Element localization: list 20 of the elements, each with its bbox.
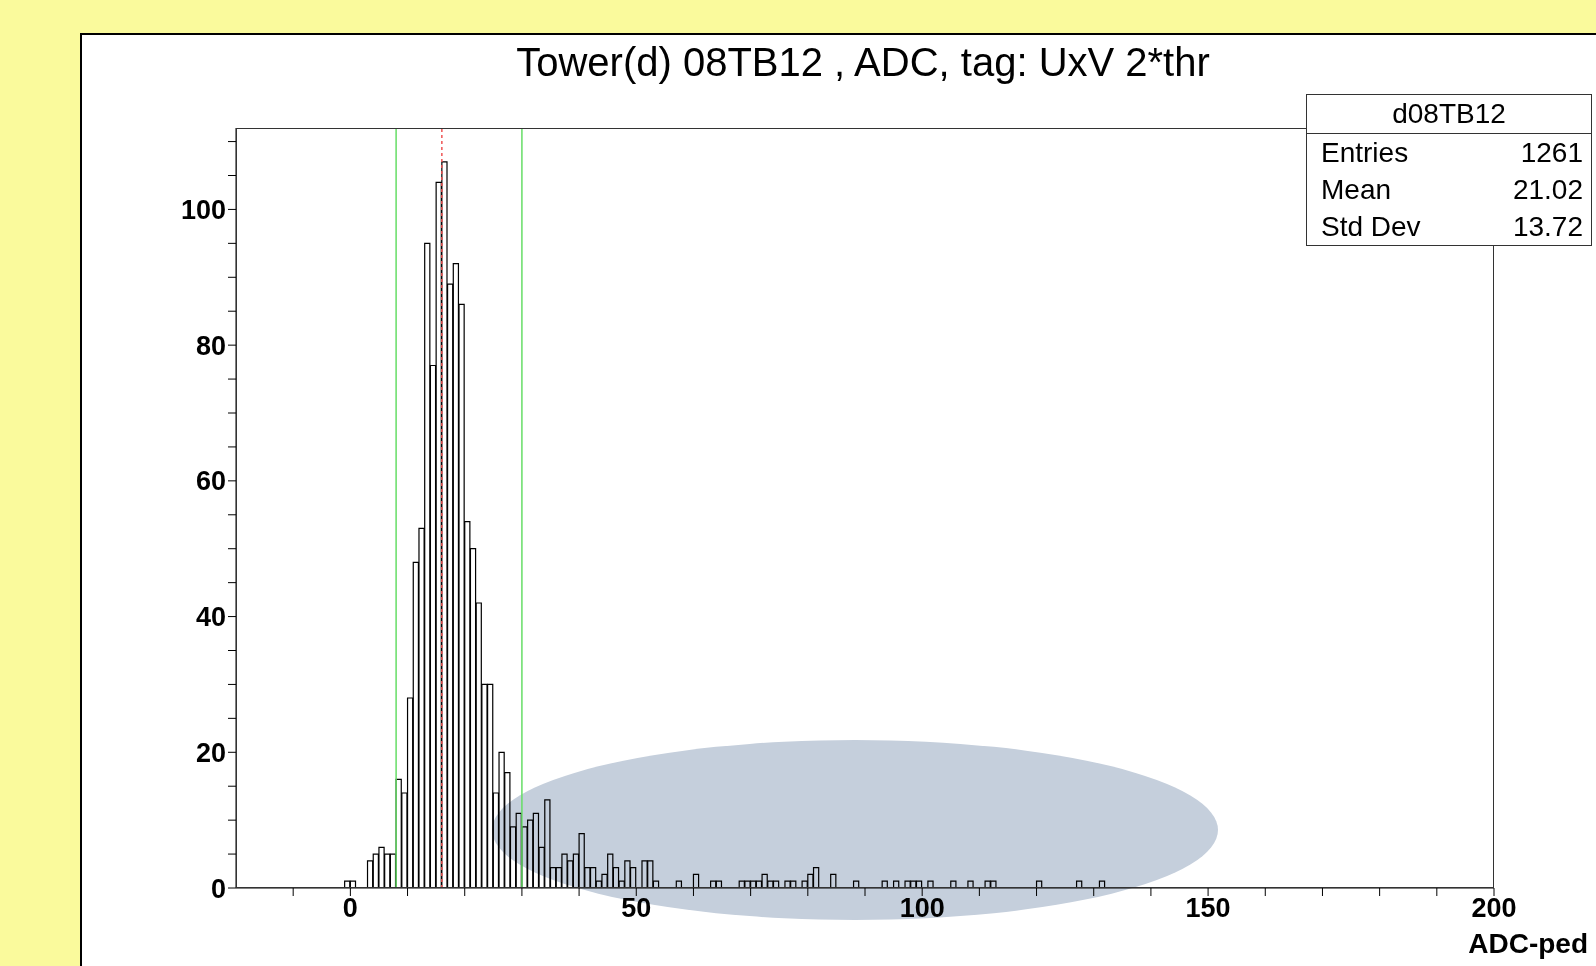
text: 21.02 xyxy=(1512,174,1583,205)
y-tick-label: 0 xyxy=(210,873,226,904)
x-tick-label: 150 xyxy=(1185,893,1231,924)
annotation: d08TB12 xyxy=(1307,95,1591,134)
annotation: Mean xyxy=(1321,173,1392,207)
annotation: Entries xyxy=(1321,136,1409,170)
chart-title: Tower(d) 08TB12 , ADC, tag: UxV 2*thr xyxy=(515,40,1211,85)
y-tick-label: 20 xyxy=(195,737,226,768)
x-tick-label: 200 xyxy=(1471,893,1517,924)
x-axis-title: ADC-ped xyxy=(1468,928,1588,960)
y-tick-label: 80 xyxy=(195,330,226,361)
x-tick-label: 100 xyxy=(899,893,945,924)
text: 13.72 xyxy=(1512,211,1583,242)
y-tick-label: 40 xyxy=(195,602,226,633)
annotation: Std Dev xyxy=(1321,210,1421,244)
x-tick-label: 0 xyxy=(342,893,358,924)
text: 1261 xyxy=(1520,137,1583,168)
y-tick-label: 60 xyxy=(195,466,226,497)
x-tick-label: 50 xyxy=(621,893,652,924)
y-tick-label: 100 xyxy=(180,195,226,226)
